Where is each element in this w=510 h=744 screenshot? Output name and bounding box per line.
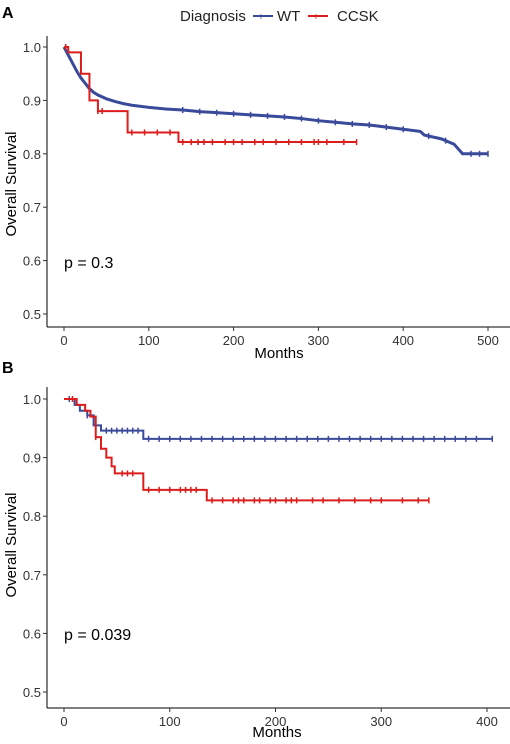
y-tick-label: 0.9: [23, 93, 41, 108]
x-tick-label: 100: [159, 714, 181, 729]
panel-a-xlabel: Months: [254, 345, 303, 362]
panel-a: A 0.5 0.6 0.7 0.8 0.9 1.0 0 100 200 300 400 500 Mon…: [2, 5, 510, 362]
y-tick-label: 0.8: [23, 509, 41, 524]
y-tick-label: 0.8: [23, 147, 41, 162]
legend-label-ccsk: CCSK: [337, 8, 379, 25]
panel-a-label: A: [2, 5, 14, 22]
y-tick-label: 0.9: [23, 451, 41, 466]
x-tick-label: 300: [370, 714, 392, 729]
panel-a-plot: 0.5 0.6 0.7 0.8 0.9 1.0 0 100 200 300 400 500: [23, 36, 510, 348]
x-tick-label: 500: [477, 333, 499, 348]
x-tick-label: 300: [308, 333, 330, 348]
y-tick-label: 0.7: [23, 568, 41, 583]
y-tick-label: 0.6: [23, 254, 41, 269]
y-tick-label: 0.5: [23, 685, 41, 700]
survival-curve-wt: [62, 46, 488, 156]
panel-b-plot: 0.5 0.6 0.7 0.8 0.9 1.0 0 100 200 300 400: [23, 387, 510, 729]
x-tick-label: 400: [392, 333, 414, 348]
y-tick-label: 1.0: [23, 392, 41, 407]
legend-swatch-wt-mark: +: [258, 12, 264, 23]
survival-curve-ccsk: [64, 398, 429, 502]
panel-a-pvalue: p = 0.3: [64, 255, 113, 272]
panel-b-label: B: [2, 360, 14, 377]
y-tick-label: 0.6: [23, 626, 41, 641]
legend-label-wt: WT: [277, 8, 300, 25]
panel-b-ylabel: Overall Survival: [3, 492, 20, 597]
y-tick-label: 0.7: [23, 200, 41, 215]
legend-title: Diagnosis: [180, 8, 246, 25]
panel-b-pvalue: p = 0.039: [64, 627, 131, 644]
x-tick-label: 0: [60, 333, 67, 348]
x-tick-label: 200: [223, 333, 245, 348]
legend-swatch-ccsk-mark: +: [313, 12, 319, 23]
panel-b-xlabel: Months: [252, 724, 301, 739]
x-tick-label: 200: [265, 714, 287, 729]
x-tick-label: 0: [60, 714, 67, 729]
survival-curve-wt: [64, 398, 493, 440]
legend: Diagnosis + WT + CCSK: [180, 8, 379, 25]
x-tick-label: 100: [138, 333, 160, 348]
panel-b: B 0.5 0.6 0.7 0.8 0.9 1.0 0 100 200 300 400 Months…: [2, 360, 510, 741]
y-tick-label: 1.0: [23, 40, 41, 55]
panel-a-ylabel: Overall Survival: [3, 131, 20, 236]
x-tick-label: 400: [476, 714, 498, 729]
y-tick-label: 0.5: [23, 307, 41, 322]
survival-curve-ccsk: [64, 46, 357, 144]
